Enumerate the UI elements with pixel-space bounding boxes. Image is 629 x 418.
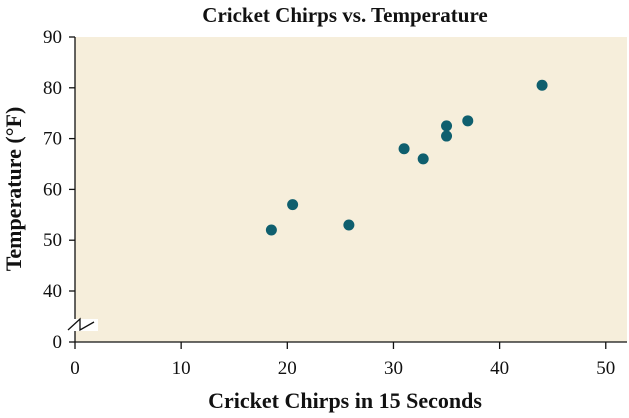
- data-point: [398, 143, 410, 155]
- data-point: [287, 199, 299, 211]
- y-tick-label: 50: [43, 230, 62, 251]
- data-point: [441, 130, 453, 142]
- x-tick-label: 50: [596, 358, 615, 379]
- data-point: [417, 153, 429, 165]
- data-point: [536, 79, 548, 91]
- x-axis-label: Cricket Chirps in 15 Seconds: [208, 388, 482, 413]
- y-tick-label: 40: [43, 281, 62, 302]
- y-tick-label: 60: [43, 179, 62, 200]
- x-tick-label: 10: [172, 358, 191, 379]
- y-tick-label: 0: [53, 332, 63, 353]
- x-tick-label: 30: [384, 358, 403, 379]
- y-axis-label: Temperature (°F): [1, 107, 26, 272]
- y-tick-label: 90: [43, 27, 62, 48]
- data-point: [462, 115, 474, 127]
- data-point: [441, 120, 453, 132]
- x-tick-label: 0: [70, 358, 80, 379]
- axis-break-gap: [68, 319, 98, 331]
- x-tick-label: 20: [278, 358, 297, 379]
- data-point: [343, 219, 355, 231]
- x-tick-label: 40: [490, 358, 509, 379]
- y-axis-ticks: 0 40 50 60 70 80 90: [43, 27, 75, 353]
- chart-title: Cricket Chirps vs. Temperature: [202, 3, 487, 27]
- data-points: [265, 79, 548, 236]
- plot-background: [75, 37, 627, 342]
- x-axis-ticks: 0 10 20 30 40 50: [70, 342, 615, 379]
- data-point: [265, 224, 277, 236]
- axis-break-mark: [67, 317, 95, 332]
- y-tick-label: 80: [43, 78, 62, 99]
- y-tick-label: 70: [43, 129, 62, 150]
